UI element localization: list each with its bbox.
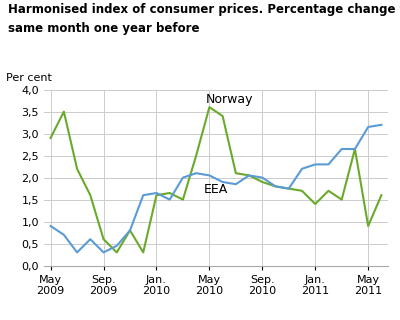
Text: Harmonised index of consumer prices. Percentage change from the: Harmonised index of consumer prices. Per…	[8, 3, 400, 16]
Text: same month one year before: same month one year before	[8, 22, 200, 36]
Text: Per cent: Per cent	[6, 73, 52, 83]
Text: EEA: EEA	[204, 183, 228, 196]
Text: Norway: Norway	[206, 93, 253, 106]
